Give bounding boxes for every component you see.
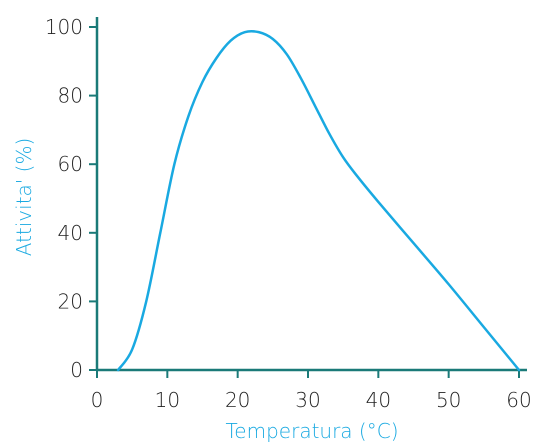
series-group (116, 29, 521, 372)
x-tick-label: 40 (366, 388, 391, 412)
y-tick-label: 0 (70, 358, 83, 382)
x-tick-label: 60 (506, 388, 531, 412)
y-axis-title: Attivita' (%) (12, 138, 36, 257)
y-tick-label: 80 (58, 84, 83, 108)
x-tick-label: 50 (436, 388, 461, 412)
y-tick-label: 40 (58, 221, 83, 245)
y-tick-label: 100 (45, 15, 83, 39)
x-tick-label: 0 (91, 388, 104, 412)
y-axis: 0 20 40 60 80 100 (45, 15, 99, 382)
x-tick-label: 20 (225, 388, 250, 412)
x-tick-label: 10 (155, 388, 180, 412)
y-tick-label: 20 (58, 289, 83, 313)
x-axis: 0 10 20 30 40 50 60 (91, 368, 532, 412)
x-axis-title: Temperatura (°C) (225, 419, 398, 443)
x-tick-label: 30 (295, 388, 320, 412)
activity-curve (116, 29, 521, 372)
y-tick-label: 60 (58, 152, 83, 176)
